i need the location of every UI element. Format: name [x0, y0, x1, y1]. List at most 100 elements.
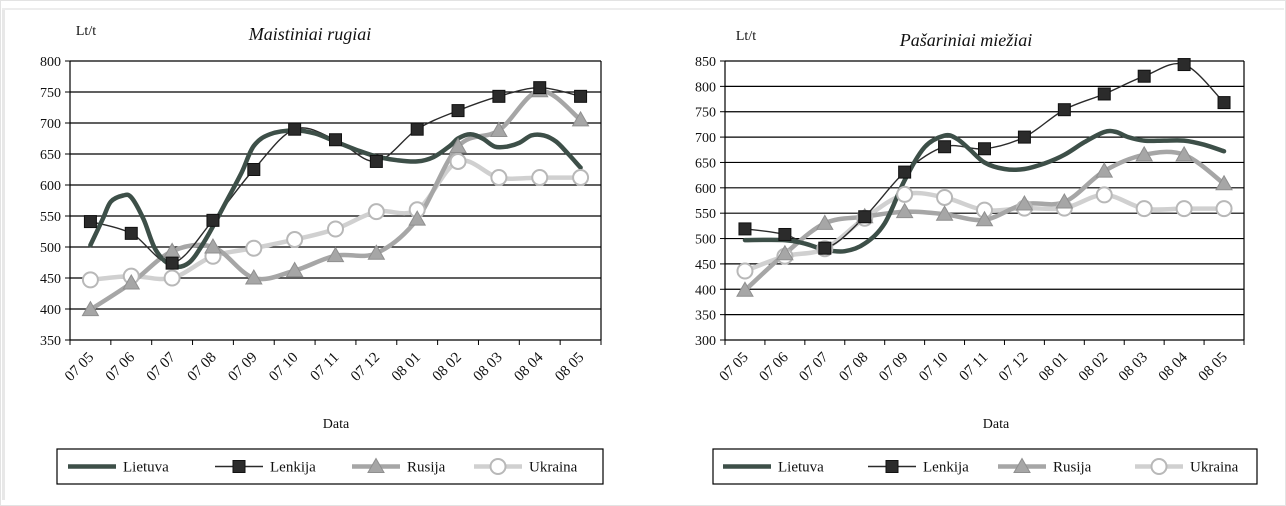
data-point-lenkija	[492, 89, 506, 103]
data-point-rusija	[1095, 162, 1114, 178]
data-point-lenkija	[1137, 69, 1151, 83]
y-tick-label: 500	[40, 241, 61, 256]
data-point-rusija	[1215, 174, 1233, 191]
data-point-lenkija	[451, 104, 465, 118]
top-divider	[2, 8, 1284, 10]
left-divider	[2, 10, 5, 500]
y-tick-label: 400	[695, 283, 716, 298]
chart-title: Maistiniai rugiai	[248, 24, 372, 44]
data-point-rusija	[490, 121, 508, 137]
y-axis-unit: Lt/t	[736, 29, 756, 44]
data-point-rusija	[408, 210, 427, 226]
data-point-ukraina	[531, 169, 549, 187]
y-tick-label: 750	[695, 106, 716, 121]
data-point-lenkija	[206, 213, 220, 227]
data-point-ukraina	[449, 152, 467, 170]
y-tick-label: 600	[40, 179, 61, 194]
y-axis-unit: Lt/t	[76, 24, 96, 39]
legend-rusija-marker	[1013, 457, 1031, 473]
data-point-lenkija	[778, 227, 792, 241]
y-tick-label: 750	[40, 86, 61, 101]
y-tick-label: 700	[40, 117, 61, 132]
data-point-lenkija	[329, 133, 342, 147]
data-point-rusija	[776, 244, 794, 261]
data-point-ukraina	[1135, 200, 1153, 218]
data-point-ukraina	[367, 203, 385, 221]
x-axis-title: Data	[983, 417, 1010, 432]
data-point-rusija	[736, 281, 754, 297]
data-point-ukraina	[1175, 200, 1193, 218]
data-point-lenkija	[1057, 103, 1071, 117]
data-point-ukraina	[1215, 200, 1233, 218]
data-point-ukraina	[936, 188, 954, 206]
y-tick-label: 450	[695, 258, 716, 273]
y-tick-label: 550	[40, 210, 61, 225]
data-point-ukraina	[1095, 186, 1113, 204]
y-tick-label: 550	[695, 207, 716, 222]
data-point-rusija	[1175, 145, 1193, 162]
data-point-rusija	[571, 110, 590, 127]
legend-lietuva-label: Lietuva	[123, 460, 169, 476]
legend-lenkija-label: Lenkija	[923, 460, 969, 476]
data-point-lenkija	[83, 215, 97, 229]
data-point-lenkija	[978, 142, 991, 156]
data-point-lenkija	[1217, 96, 1231, 110]
data-point-rusija	[285, 261, 304, 278]
data-point-rusija	[81, 300, 100, 317]
y-tick-label: 850	[695, 55, 716, 70]
data-point-rusija	[1135, 145, 1154, 162]
y-tick-label: 650	[695, 156, 716, 171]
data-point-rusija	[815, 214, 834, 230]
data-point-lenkija	[1177, 58, 1191, 72]
x-axis-title: Data	[323, 417, 350, 432]
data-point-ukraina	[896, 185, 914, 203]
data-point-lenkija	[410, 122, 424, 136]
legend-ukraina-marker	[489, 458, 507, 475]
data-point-rusija	[935, 205, 954, 221]
data-point-lenkija	[165, 256, 179, 270]
series-line-lietuva	[742, 128, 1227, 254]
legend-rusija-label: Rusija	[407, 460, 446, 476]
data-point-rusija	[367, 244, 386, 260]
data-point-rusija	[122, 273, 141, 290]
data-point-rusija	[975, 210, 994, 227]
data-point-lenkija	[858, 210, 872, 224]
data-point-rusija	[204, 237, 222, 254]
legend-rusija-marker	[367, 457, 385, 473]
y-tick-label: 700	[695, 131, 716, 146]
y-tick-label: 350	[695, 309, 716, 324]
data-point-lenkija	[898, 165, 912, 179]
data-point-rusija	[449, 137, 467, 154]
legend-lenkija-marker	[232, 460, 246, 473]
data-point-lenkija	[938, 140, 952, 154]
data-point-lenkija	[369, 154, 383, 168]
legend-ukraina-label: Ukraina	[1190, 460, 1239, 476]
data-point-ukraina	[490, 169, 508, 187]
data-point-lenkija	[124, 226, 138, 240]
data-point-lenkija	[1097, 87, 1111, 101]
data-point-lenkija	[288, 122, 302, 136]
series-line-lietuva	[88, 128, 583, 270]
data-point-ukraina	[327, 220, 344, 238]
y-tick-label: 350	[40, 334, 61, 349]
data-point-rusija	[1015, 195, 1034, 211]
data-point-ukraina	[163, 269, 181, 287]
data-point-ukraina	[245, 239, 263, 257]
data-point-ukraina	[572, 169, 590, 187]
y-tick-label: 650	[40, 148, 61, 163]
data-point-lenkija	[818, 241, 832, 255]
data-point-rusija	[244, 268, 263, 285]
y-tick-label: 800	[40, 55, 61, 70]
chart-title: Pašariniai miežiai	[899, 30, 1033, 50]
data-point-ukraina	[286, 231, 304, 249]
data-point-rusija	[326, 246, 345, 263]
y-tick-label: 800	[695, 80, 716, 95]
data-point-ukraina	[81, 271, 99, 289]
y-tick-label: 400	[40, 303, 61, 318]
y-tick-label: 300	[695, 334, 716, 349]
data-point-lenkija	[1017, 130, 1031, 144]
legend-lenkija-marker	[885, 460, 899, 473]
legend-ukraina-marker	[1150, 458, 1168, 475]
